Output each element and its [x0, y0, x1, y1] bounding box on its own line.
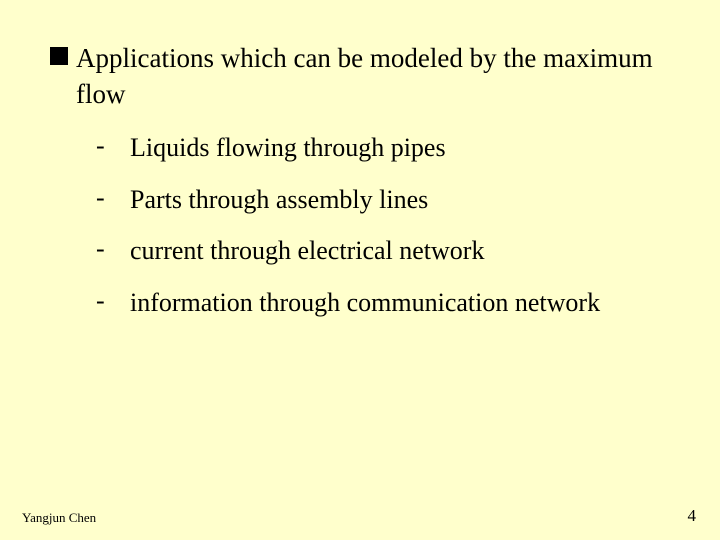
footer-page-number: 4: [688, 506, 697, 526]
sub-item-text: current through electrical network: [130, 234, 484, 268]
list-item: - information through communication netw…: [96, 286, 670, 320]
dash-icon: -: [96, 234, 130, 264]
list-item: - Liquids flowing through pipes: [96, 131, 670, 165]
sub-item-text: Parts through assembly lines: [130, 183, 428, 217]
main-bullet-row: Applications which can be modeled by the…: [50, 40, 670, 113]
main-bullet-text: Applications which can be modeled by the…: [76, 40, 670, 113]
sub-item-text: Liquids flowing through pipes: [130, 131, 446, 165]
dash-icon: -: [96, 183, 130, 213]
slide: Applications which can be modeled by the…: [0, 0, 720, 540]
list-item: - current through electrical network: [96, 234, 670, 268]
dash-icon: -: [96, 286, 130, 316]
sub-item-text: information through communication networ…: [130, 286, 600, 320]
dash-icon: -: [96, 131, 130, 161]
list-item: - Parts through assembly lines: [96, 183, 670, 217]
sub-bullet-list: - Liquids flowing through pipes - Parts …: [96, 131, 670, 320]
footer-author: Yangjun Chen: [22, 510, 96, 526]
square-bullet-icon: [50, 47, 68, 65]
